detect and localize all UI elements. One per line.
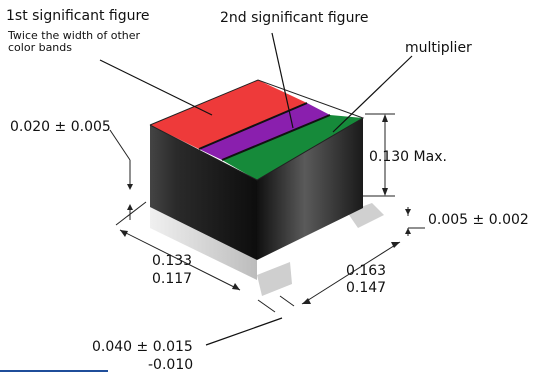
label-terminal-gap: 0.005 ± 0.002 xyxy=(428,212,529,228)
dim-band-thickness xyxy=(109,129,147,226)
color-bands xyxy=(149,79,365,181)
terminal-front xyxy=(150,205,257,280)
label-first-sig-note-2: color bands xyxy=(8,41,72,54)
label-first-sig: 1st significant figure xyxy=(6,8,150,24)
terminals xyxy=(150,203,384,296)
label-depth-bottom: 0.117 xyxy=(152,271,192,287)
label-length-top: 0.163 xyxy=(346,263,386,279)
label-band-thickness: 0.020 ± 0.005 xyxy=(10,119,111,135)
label-depth-top: 0.133 xyxy=(152,253,192,269)
bottom-rule xyxy=(0,370,108,372)
label-multiplier: multiplier xyxy=(405,40,472,56)
dim-depth xyxy=(119,229,241,291)
dim-height xyxy=(363,113,395,197)
leader-second-sig xyxy=(271,32,294,129)
label-terminal-width-top: 0.040 ± 0.015 xyxy=(92,339,193,355)
leader-terminal-width xyxy=(205,317,283,346)
band-second-significant xyxy=(199,103,330,160)
resistor-body-front xyxy=(150,125,257,260)
label-first-sig-note-1: Twice the width of other xyxy=(7,29,141,42)
band-multiplier xyxy=(222,115,363,180)
label-terminal-width-bottom: -0.010 xyxy=(148,357,193,373)
leader-multiplier xyxy=(332,55,413,133)
resistor-body-right xyxy=(257,118,363,260)
label-second-sig: 2nd significant figure xyxy=(220,10,369,26)
dim-length xyxy=(301,241,401,305)
terminal-front-foot xyxy=(257,262,292,296)
leader-first-sig xyxy=(99,59,213,116)
band-first-significant xyxy=(150,80,307,149)
label-length-bottom: 0.147 xyxy=(346,280,386,296)
dim-terminal-width xyxy=(257,295,295,313)
label-height-max: 0.130 Max. xyxy=(369,149,447,165)
dim-terminal-gap xyxy=(405,207,425,236)
